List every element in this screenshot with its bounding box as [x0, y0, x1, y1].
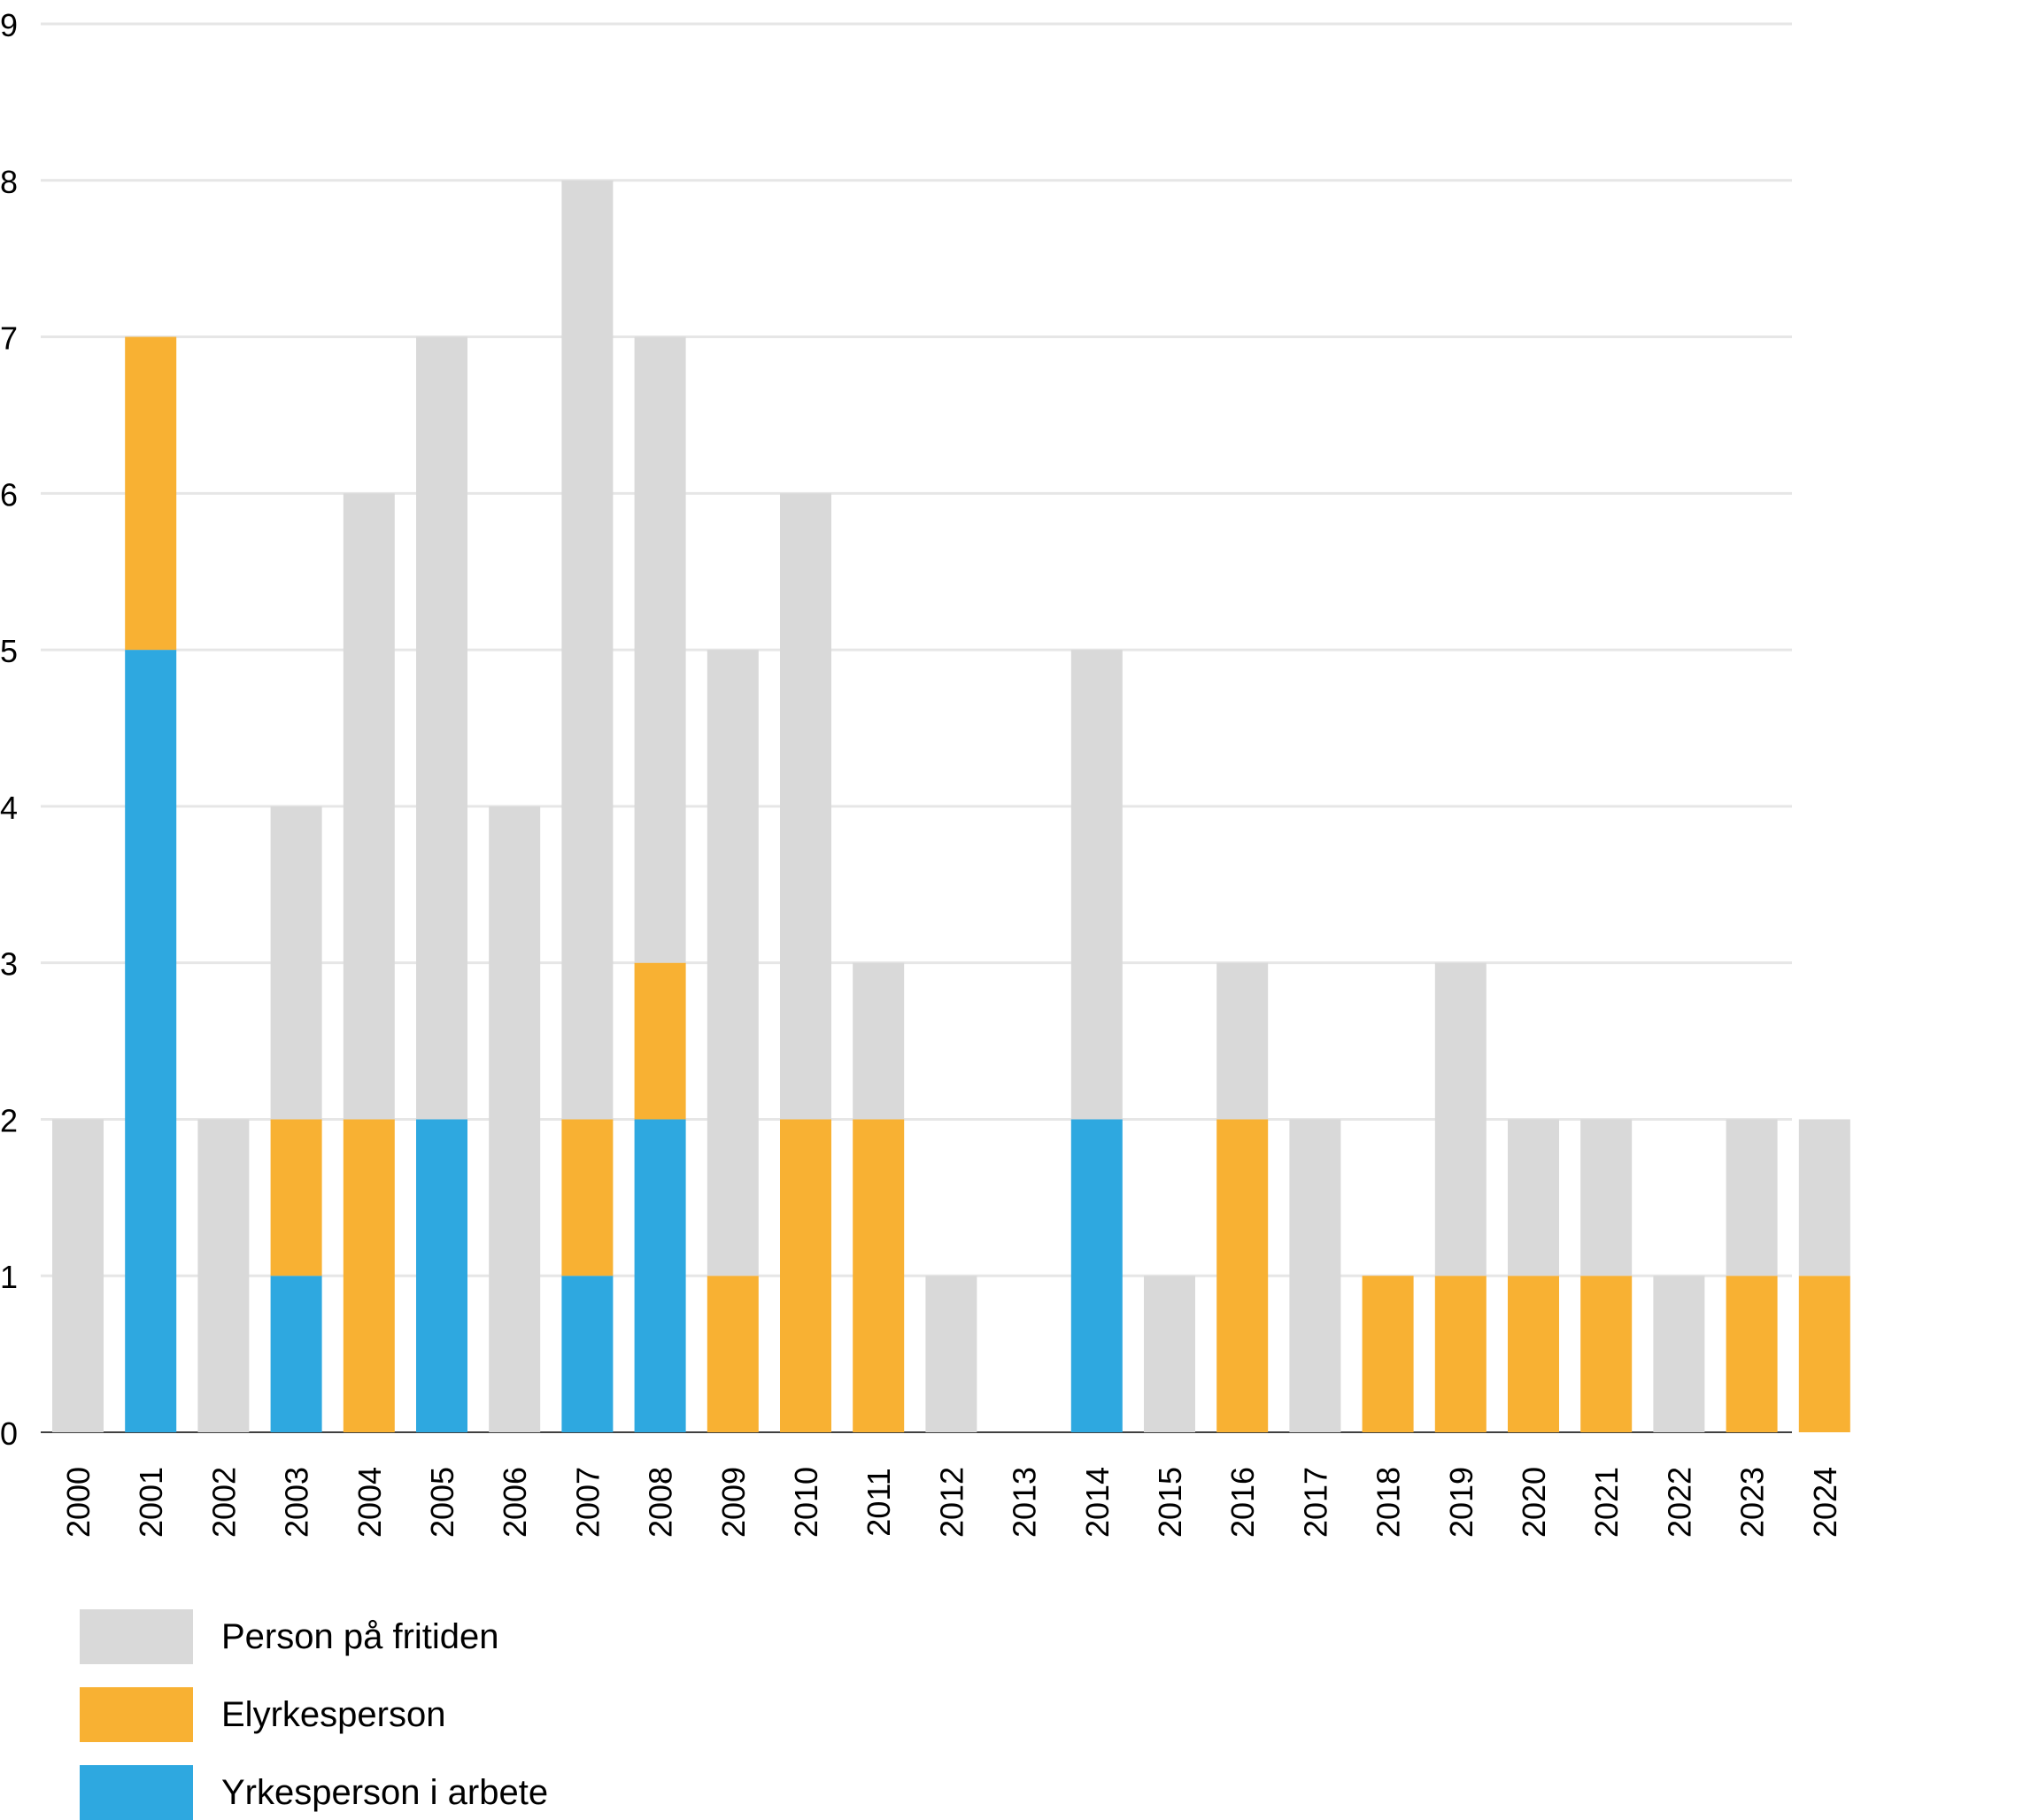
x-tick-label-2017: 2017: [1297, 1467, 1333, 1538]
bar-2020-person-p-fritiden: [1508, 1119, 1559, 1276]
legend-item-person-pa-fritiden: Person på fritiden: [80, 1609, 499, 1664]
bar-2007-person-p-fritiden: [561, 180, 614, 1120]
gridlines: [41, 22, 1792, 1433]
bar-2006-person-p-fritiden: [489, 806, 541, 1432]
legend-item-elyrkesperson: Elyrkesperson: [80, 1687, 445, 1742]
x-tick-label-2005: 2005: [424, 1467, 460, 1538]
bar-2004-elyrkesperson: [343, 1119, 395, 1432]
legend-label-elyrkesperson: Elyrkesperson: [221, 1694, 446, 1734]
x-tick-label-2013: 2013: [1007, 1467, 1043, 1538]
bars: [52, 180, 1850, 1432]
legend-swatch-yrkesperson-i-arbete: [80, 1765, 193, 1820]
bar-2015-person-p-fritiden: [1144, 1276, 1195, 1432]
bar-2019-elyrkesperson: [1434, 1276, 1487, 1432]
x-tick-label-2008: 2008: [643, 1467, 679, 1538]
x-tick-label-2009: 2009: [715, 1467, 752, 1538]
y-tick-label-1: 1: [0, 1259, 18, 1295]
bar-2003-person-p-fritiden: [270, 806, 322, 1120]
x-tick-label-2021: 2021: [1588, 1467, 1625, 1538]
y-tick-label-3: 3: [0, 946, 18, 983]
y-tick-label-8: 8: [0, 164, 18, 200]
bar-2004-person-p-fritiden: [343, 493, 395, 1120]
x-tick-label-2011: 2011: [861, 1468, 897, 1536]
y-tick-label-4: 4: [0, 790, 18, 826]
bar-2009-elyrkesperson: [707, 1276, 759, 1432]
legend-swatch-person-pa-fritiden: [80, 1609, 193, 1664]
x-tick-label-2018: 2018: [1371, 1467, 1407, 1538]
y-tick-label-5: 5: [0, 633, 18, 669]
bar-2019-person-p-fritiden: [1434, 962, 1487, 1276]
bar-2014-person-p-fritiden: [1070, 650, 1123, 1120]
bar-2003-elyrkesperson: [270, 1119, 322, 1276]
x-tick-label-2019: 2019: [1443, 1467, 1479, 1538]
bar-2016-elyrkesperson: [1216, 1119, 1269, 1432]
bar-2010-elyrkesperson: [780, 1119, 831, 1432]
x-tick-label-2015: 2015: [1152, 1467, 1188, 1538]
y-tick-label-6: 6: [0, 476, 18, 513]
bar-2018-elyrkesperson: [1362, 1276, 1414, 1432]
x-tick-label-2022: 2022: [1661, 1467, 1697, 1538]
legend-label-person-pa-fritiden: Person på fritiden: [221, 1616, 499, 1656]
bar-2020-elyrkesperson: [1508, 1276, 1559, 1432]
bar-2011-person-p-fritiden: [853, 962, 905, 1120]
x-tick-label-2016: 2016: [1224, 1467, 1261, 1538]
x-tick-label-2012: 2012: [933, 1467, 969, 1538]
bar-2024-person-p-fritiden: [1798, 1119, 1850, 1276]
x-tick-label-2014: 2014: [1079, 1467, 1116, 1538]
x-tick-label-2003: 2003: [279, 1467, 315, 1538]
bar-2021-person-p-fritiden: [1580, 1119, 1633, 1276]
bar-2016-person-p-fritiden: [1216, 962, 1269, 1120]
bar-2017-person-p-fritiden: [1289, 1119, 1341, 1432]
bar-2008-person-p-fritiden: [634, 336, 686, 963]
x-axis-ticks: 2000 2001 2002 2003 2004 2005 2006 2007 2008 2009…: [60, 1467, 1843, 1538]
bar-2010-person-p-fritiden: [780, 493, 831, 1120]
bar-2000-person-p-fritiden: [52, 1119, 104, 1432]
x-tick-label-2020: 2020: [1516, 1467, 1552, 1538]
x-tick-label-2002: 2002: [205, 1467, 242, 1538]
x-tick-label-2024: 2024: [1807, 1467, 1843, 1538]
x-tick-label-2000: 2000: [60, 1467, 97, 1538]
bar-2005-yrkesperson-i-arbete: [416, 1119, 467, 1432]
y-tick-label-7: 7: [0, 320, 18, 357]
x-tick-label-2007: 2007: [569, 1467, 606, 1538]
x-tick-label-2006: 2006: [497, 1467, 533, 1538]
y-axis-ticks: 0 1 2 3 4 5 6 7 8 9: [0, 7, 18, 1452]
bar-2001-elyrkesperson: [125, 336, 177, 651]
bar-2023-person-p-fritiden: [1726, 1119, 1778, 1276]
bar-2003-yrkesperson-i-arbete: [270, 1276, 322, 1432]
bar-2021-elyrkesperson: [1580, 1276, 1633, 1432]
bar-2014-yrkesperson-i-arbete: [1070, 1119, 1123, 1432]
y-tick-label-9: 9: [0, 7, 18, 43]
bar-2007-elyrkesperson: [561, 1119, 614, 1276]
bar-2005-person-p-fritiden: [416, 336, 467, 1120]
legend-label-yrkesperson-i-arbete: Yrkesperson i arbete: [221, 1772, 549, 1812]
x-tick-label-2010: 2010: [788, 1467, 824, 1538]
legend-item-yrkesperson-i-arbete: Yrkesperson i arbete: [80, 1765, 548, 1820]
bar-2002-person-p-fritiden: [197, 1119, 250, 1432]
bar-2009-person-p-fritiden: [707, 650, 759, 1276]
bar-2008-elyrkesperson: [634, 962, 686, 1120]
bar-2007-yrkesperson-i-arbete: [561, 1276, 614, 1432]
x-tick-label-2023: 2023: [1734, 1467, 1771, 1538]
bar-2011-elyrkesperson: [853, 1119, 905, 1432]
y-tick-label-2: 2: [0, 1102, 18, 1138]
bar-2022-person-p-fritiden: [1653, 1276, 1705, 1432]
legend-swatch-elyrkesperson: [80, 1687, 193, 1742]
x-tick-label-2004: 2004: [351, 1467, 388, 1538]
bar-2024-elyrkesperson: [1798, 1276, 1850, 1432]
bar-2012-person-p-fritiden: [925, 1276, 977, 1432]
bar-2008-yrkesperson-i-arbete: [634, 1119, 686, 1432]
bar-2023-elyrkesperson: [1726, 1276, 1778, 1432]
x-tick-label-2001: 2001: [133, 1467, 169, 1538]
bar-2001-yrkesperson-i-arbete: [125, 650, 177, 1432]
y-tick-label-0: 0: [0, 1415, 18, 1452]
